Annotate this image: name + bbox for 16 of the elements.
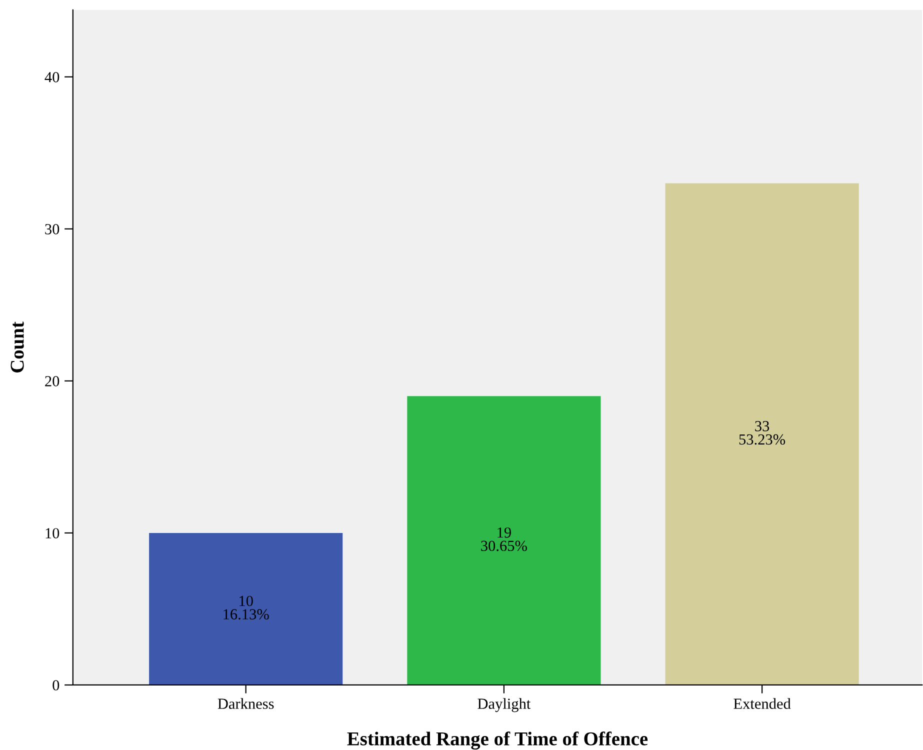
y-tick-label: 10 — [46, 528, 60, 538]
y-tick-label: 40 — [44, 72, 60, 82]
bar — [407, 396, 601, 685]
x-tick-label: Extended — [734, 698, 791, 709]
x-tick-label: Darkness — [218, 698, 274, 709]
y-axis-title: Count — [10, 322, 24, 372]
x-tick-label: Daylight — [478, 698, 531, 712]
data-label: 33 53.23% — [739, 421, 786, 445]
y-tick-label: 30 — [45, 224, 60, 234]
y-tick-label: 20 — [45, 376, 60, 386]
x-axis-title: Estimated Range of Time of Offence — [347, 732, 648, 750]
data-label: 19 30.65% — [481, 527, 527, 552]
bar — [149, 532, 343, 685]
data-label: 10 16.13% — [224, 596, 269, 620]
y-tick-label: 0 — [52, 680, 60, 690]
bar — [665, 183, 859, 685]
